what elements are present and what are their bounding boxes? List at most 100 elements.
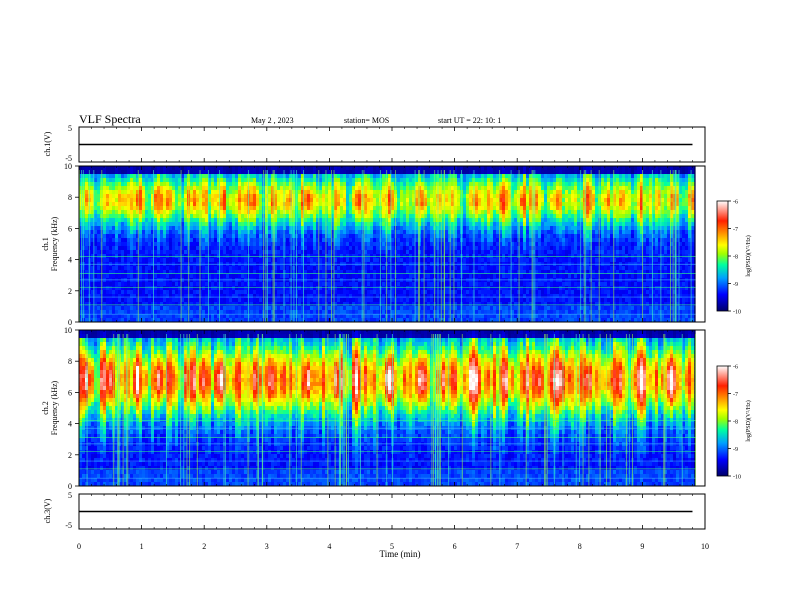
spectrogram-cell [229,214,233,219]
spectrogram-cell [340,166,344,171]
spectrogram-cell [163,246,167,251]
spectrogram-cell [334,206,338,211]
spectrogram-cell [109,318,113,323]
spectrogram-cell [211,310,215,315]
spectrogram-cell [298,266,302,271]
spectrogram-cell [451,302,455,307]
spectrogram-cell [166,298,170,303]
spectrogram-cell [124,306,128,311]
spectrogram-cell [235,198,239,203]
spectrogram-cell [430,282,434,287]
spectrogram-cell [85,186,89,191]
spectrogram-cell [406,182,410,187]
spectrogram-cell [355,298,359,303]
spectrogram-cell [229,238,233,243]
spectrogram-cell [388,206,392,211]
spectrogram-cell [223,238,227,243]
spectrogram-cell [298,318,302,323]
spectrogram-cell [412,294,416,299]
spectrogram-cell [241,190,245,195]
spectrogram-cell [238,198,242,203]
spectrogram-cell [184,210,188,215]
spectrogram-cell [115,298,119,303]
spectrogram-cell [169,190,173,195]
spectrogram-cell [382,274,386,279]
spectrogram-cell [265,246,269,251]
spectrogram-cell [238,186,242,191]
spectrogram-cell [97,198,101,203]
spectrogram-cell [298,174,302,179]
spectrogram-cell [343,194,347,199]
spectrogram-cell [79,186,83,191]
spectrogram-cell [154,202,158,207]
spectrogram-cell [181,290,185,295]
spectrogram-cell [181,230,185,235]
spectrogram-cell [280,174,284,179]
spectrogram-cell [319,306,323,311]
spectrogram-cell [358,222,362,227]
spectrogram-cell [298,222,302,227]
spectrogram-cell [271,310,275,315]
spectrogram-cell [214,234,218,239]
spectrogram-cell [130,318,134,323]
spectrogram-cell [223,270,227,275]
spectrogram-cell [304,298,308,303]
spectrogram-cell [304,218,308,223]
spectrogram-cell [349,286,353,291]
spectrogram-cell [154,210,158,215]
spectrogram-cell [358,258,362,263]
spectrogram-cell [421,170,425,175]
spectrogram-cell [97,234,101,239]
spectrogram-cell [358,182,362,187]
spectrogram-cell [223,318,227,323]
spectrogram-cell [241,202,245,207]
spectrogram-cell [367,246,371,251]
spectrogram-cell [217,306,221,311]
spectrogram-cell [151,310,155,315]
spectrogram-cell [163,306,167,311]
spectrogram-cell [97,306,101,311]
spectrogram-cell [109,242,113,247]
spectrogram-cell [229,234,233,239]
spectrogram-cell [454,246,458,251]
spectrogram-cell [196,190,200,195]
spectrogram-cell [301,250,305,255]
spectrogram-cell [364,202,368,207]
spectrogram-cell [130,178,134,183]
spectrogram-cell [283,226,287,231]
spectrogram-cell [316,238,320,243]
spectrogram-cell [139,258,143,263]
spectrogram-cell [79,314,83,319]
spectrogram-cell [313,282,317,287]
spectrogram-cell [232,234,236,239]
spectrogram-cell [376,294,380,299]
spectrogram-cell [259,214,263,219]
spectrogram-cell [229,230,233,235]
spectrogram-cell [328,226,332,231]
spectrogram-cell [208,302,212,307]
spectrogram-cell [229,290,233,295]
spectrogram-cell [376,258,380,263]
spectrogram-cell [226,282,230,287]
spectrogram-cell [193,250,197,255]
spectrogram-cell [277,286,281,291]
spectrogram-cell [232,246,236,251]
spectrogram-cell [139,174,143,179]
spectrogram-cell [193,214,197,219]
spectrogram-cell [136,174,140,179]
spectrogram-cell [217,186,221,191]
spectrogram-cell [85,274,89,279]
spectrogram-cell [286,270,290,275]
spectrogram-cell [406,190,410,195]
spectrogram-cell [133,266,137,271]
spectrogram-cell [328,306,332,311]
spectrogram-cell [286,290,290,295]
spectrogram-cell [205,202,209,207]
spectrogram-cell [397,230,401,235]
spectrogram-cell [442,314,446,319]
spectrogram-cell [451,238,455,243]
spectrogram-cell [319,182,323,187]
spectrogram-cell [274,306,278,311]
spectrogram-cell [97,222,101,227]
